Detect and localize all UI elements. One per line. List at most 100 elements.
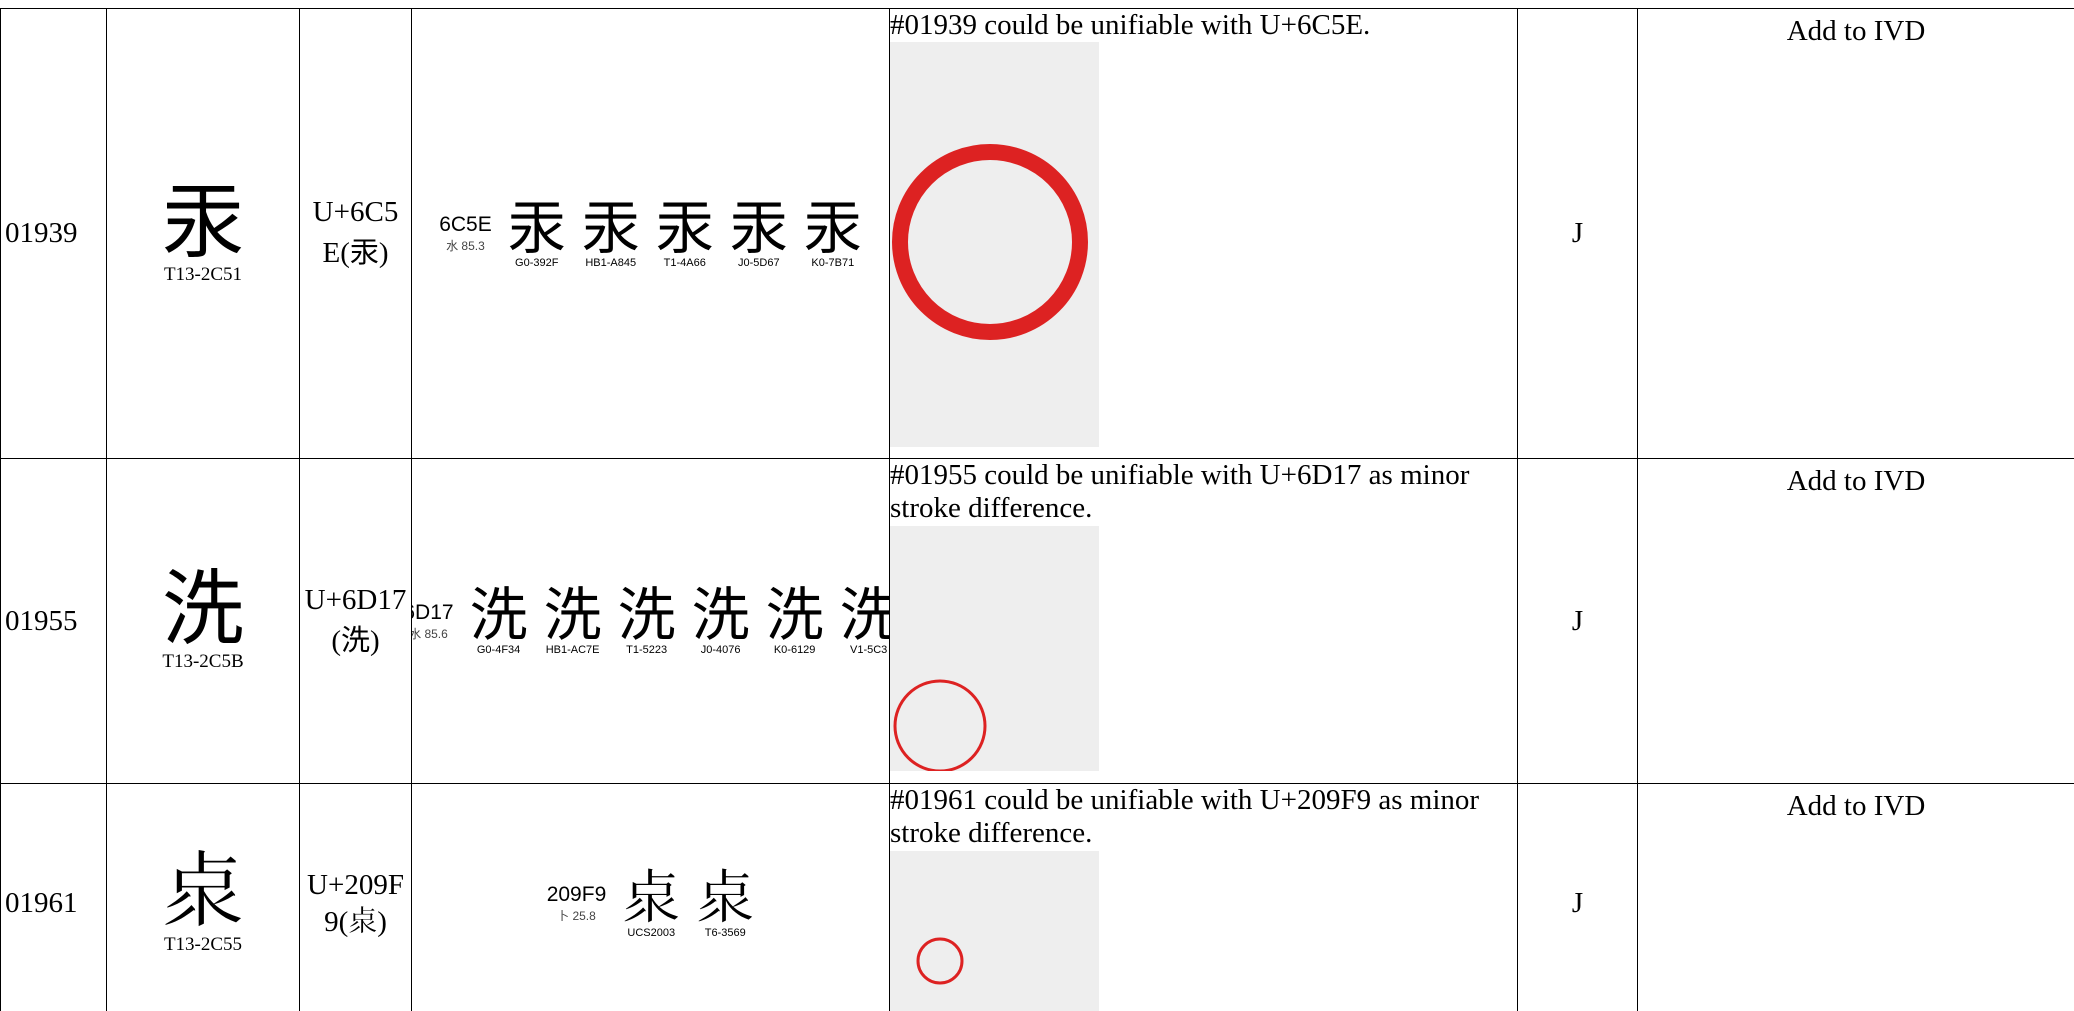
source-glyph: 洗 J0-4076 — [692, 586, 750, 656]
evidence-head: 6D17 水 85.6 — [411, 600, 454, 642]
evidence: 6C5E 水 85.3 汞 G0-392F 汞 HB1-A845 汞 T1-4A66 汞 J0-5… — [413, 199, 889, 269]
highlight-circle — [892, 144, 1088, 341]
evidence-image — [890, 42, 1099, 448]
source-char: 𠧹 — [696, 863, 755, 932]
action: Add to IVD — [1786, 15, 1926, 47]
action-cell: Add to IVD — [1637, 458, 2074, 784]
action: Add to IVD — [1786, 790, 1926, 822]
action: Add to IVD — [1786, 465, 1926, 497]
unicode: U+209F9(𠧹) — [307, 868, 404, 938]
radical-stroke: 卜 25.8 — [557, 909, 596, 923]
source-char: 汞 — [729, 193, 788, 262]
source-label: HB1-AC7E — [545, 644, 600, 656]
source-label: G0-392F — [515, 256, 559, 269]
glyph: 𠧹 — [161, 844, 244, 940]
source-char: 汞 — [581, 193, 640, 262]
comment-cell: #01955 could be unifiable with U+6D17 as… — [889, 458, 1518, 784]
status-cell: J — [1517, 783, 1638, 1011]
glyph-cell: 汞 T13-2C51 — [106, 8, 300, 459]
id-cell: 01955 — [0, 458, 107, 784]
source-char: 𠧹 — [622, 863, 681, 932]
image-markup — [892, 144, 1088, 341]
status: J — [1571, 217, 1584, 249]
evidence-cell: 209F9 卜 25.8 𠧹 UCS2003 𠧹 T6-3569 — [411, 783, 890, 1011]
comment-cell: #01939 could be unifiable with U+6C5E. — [889, 8, 1518, 459]
evidence: 209F9 卜 25.8 𠧹 UCS2003 𠧹 T6-3569 — [413, 869, 889, 939]
source-label: T6-3569 — [704, 926, 746, 939]
id-cell: 01939 — [0, 8, 107, 459]
evidence-head: 209F9 卜 25.8 — [547, 883, 607, 924]
source-char: 汞 — [507, 193, 566, 262]
action-cell: Add to IVD — [1637, 783, 2074, 1011]
evidence-cell: 6C5E 水 85.3 汞 G0-392F 汞 HB1-A845 汞 T1-4A66 汞 J0-5… — [411, 8, 890, 459]
source-char: 汞 — [803, 193, 862, 262]
comment: #01955 could be unifiable with U+6D17 as… — [890, 459, 1470, 525]
comment: #01961 could be unifiable with U+209F9 a… — [890, 784, 1480, 850]
status-cell: J — [1517, 8, 1638, 459]
source-label: T1-5223 — [626, 644, 668, 656]
source-label: K0-7B71 — [811, 256, 855, 269]
radical-stroke: 水 85.6 — [411, 626, 448, 641]
evidence: 6D17水 85.6洗G0-4F34洗HB1-AC7E洗T1-5223洗J0-4… — [411, 586, 889, 656]
source-char: 洗 — [840, 586, 889, 644]
status: J — [1571, 887, 1584, 919]
source-glyph: 𠧹 T6-3569 — [696, 869, 754, 939]
unicode-cell: U+209F9(𠧹) — [299, 783, 412, 1011]
page: 01939 汞 T13-2C51 U+6C5E(汞) 6C5E 水 85.3 汞 G0-392… — [0, 8, 2074, 1011]
image-markup — [916, 937, 964, 985]
source-label: UCS2003 — [627, 926, 676, 939]
row: 01961 𠧹 T13-2C55 U+209F9(𠧹) 209F9 卜 25.8 𠧹 UCS2… — [0, 783, 2074, 1011]
evidence-code: 6D17 — [413, 600, 454, 624]
ivd-table: 01939 汞 T13-2C51 U+6C5E(汞) 6C5E 水 85.3 汞 G0-392… — [0, 8, 2074, 1011]
glyph-cell: 𠧹 T13-2C55 — [106, 783, 300, 1011]
unicode: U+6C5E(汞) — [312, 196, 399, 269]
highlight-circle — [893, 679, 987, 773]
source-label: HB1-A845 — [585, 256, 637, 269]
row: 01939 汞 T13-2C51 U+6C5E(汞) 6C5E 水 85.3 汞 G0-392… — [0, 8, 2074, 459]
glyph: 洗 — [161, 562, 244, 657]
evidence-head: 6C5E 水 85.3 — [439, 213, 492, 254]
source-label: K0-6129 — [773, 644, 816, 656]
source-glyph: 汞 K0-7B71 — [804, 199, 862, 269]
id: 01961 — [5, 887, 78, 919]
comment: #01939 could be unifiable with U+6C5E. — [890, 9, 1371, 42]
source-label: T1-4A66 — [663, 256, 706, 269]
source-glyph: 汞 T1-4A66 — [656, 199, 714, 269]
evidence-code: 209F9 — [546, 883, 607, 906]
evidence-image — [890, 525, 1099, 773]
glyph: 汞 — [161, 174, 244, 270]
source-glyph: 洗V1-5C3 — [840, 586, 889, 656]
status-cell: J — [1517, 458, 1638, 784]
source-glyph: 洗 K0-6129 — [766, 586, 824, 656]
id: 01955 — [5, 604, 78, 637]
unicode-cell: U+6D17(洗) — [299, 458, 412, 784]
source-glyph: 洗 G0-4F34 — [470, 586, 528, 656]
source-char: 洗 — [691, 581, 750, 649]
glyph-code: T13-2C51 — [163, 263, 243, 285]
source-label: G0-4F34 — [476, 644, 521, 656]
source-label: V1-5C3 — [850, 644, 888, 656]
action-cell: Add to IVD — [1637, 8, 2074, 459]
source-label: J0-5D67 — [737, 256, 780, 269]
highlight-circle — [916, 937, 964, 985]
source-glyph: 汞 J0-5D67 — [730, 199, 788, 269]
image-markup — [893, 679, 987, 773]
source-char: 汞 — [655, 193, 714, 262]
glyph-code: T13-2C55 — [163, 933, 243, 955]
comment-cell: #01961 could be unifiable with U+209F9 a… — [889, 783, 1518, 1011]
source-glyph: 洗 HB1-AC7E — [544, 586, 602, 656]
source-glyph: 汞 G0-392F — [508, 199, 566, 269]
id: 01939 — [5, 217, 78, 249]
evidence-cell: 6D17水 85.6洗G0-4F34洗HB1-AC7E洗T1-5223洗J0-4… — [411, 458, 890, 784]
source-glyph: 𠧹 UCS2003 — [622, 869, 680, 939]
source-glyph: 洗 T1-5223 — [618, 586, 676, 656]
unicode: U+6D17(洗) — [304, 583, 407, 657]
glyph-cell: 洗 T13-2C5B — [106, 458, 300, 784]
source-char: 洗 — [765, 581, 824, 649]
source-glyph: 汞 HB1-A845 — [582, 199, 640, 269]
glyph-code: T13-2C5B — [162, 651, 244, 672]
source-label: J0-4076 — [700, 644, 741, 656]
radical-stroke: 水 85.3 — [446, 239, 485, 253]
source-char: 洗 — [543, 581, 602, 649]
